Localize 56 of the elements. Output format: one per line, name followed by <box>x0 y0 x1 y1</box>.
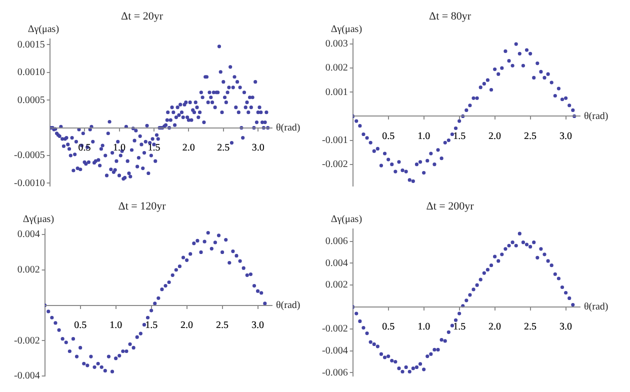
x-tick-label: 1.0 <box>418 322 430 333</box>
y-axis-title: Δγ(μas) <box>330 214 362 225</box>
y-tick-label: -0.001 <box>322 134 348 146</box>
x-tick-label: 1.5 <box>453 130 466 142</box>
chart-title: Δt = 120yr <box>118 200 166 212</box>
chart-title: Δt = 20yr <box>121 10 164 22</box>
x-axis-title: θ(rad) <box>584 110 608 122</box>
y-tick-label: 0.004 <box>17 229 40 240</box>
x-tick-label: 3.0 <box>252 320 264 331</box>
y-tick-label: 0.002 <box>325 280 348 291</box>
x-tick-label: 0.5 <box>382 130 395 142</box>
x-tick-label: 2.0 <box>488 322 502 333</box>
y-tick-label: -0.004 <box>322 345 348 356</box>
x-tick-label: 1.5 <box>148 142 160 154</box>
x-tick-label: 2.0 <box>488 130 502 142</box>
y-tick-label: 0.002 <box>17 264 40 276</box>
y-tick-label: 0.006 <box>325 236 348 247</box>
y-tick-label: 0.0010 <box>17 67 45 78</box>
x-tick-label: 1.5 <box>145 320 158 331</box>
x-tick-label: 1.5 <box>453 322 466 333</box>
x-tick-label: 1.0 <box>418 130 430 142</box>
y-tick-label: -0.004 <box>14 370 40 382</box>
y-axis-title: Δγ(μas) <box>22 214 54 225</box>
y-tick-label: 0.0015 <box>17 39 45 50</box>
x-tick-label: 0.5 <box>382 322 395 333</box>
x-tick-label: 3.0 <box>252 142 264 154</box>
y-tick-label: 0.0005 <box>17 94 45 106</box>
y-tick-label: 0.003 <box>325 38 348 50</box>
x-tick-label: 1.0 <box>110 320 122 331</box>
y-tick-label: -0.0010 <box>14 178 45 189</box>
y-axis-title: Δγ(μas) <box>28 24 60 35</box>
chart-title: Δt = 80yr <box>429 10 472 22</box>
x-tick-label: 2.0 <box>182 142 195 154</box>
x-tick-label: 2.5 <box>524 322 537 333</box>
y-tick-label: -0.002 <box>322 158 348 170</box>
x-tick-label: 2.0 <box>180 320 194 331</box>
x-tick-label: 0.5 <box>74 320 87 331</box>
y-axis-title: Δγ(μas) <box>330 24 362 35</box>
x-axis-title: θ(rad) <box>276 300 300 311</box>
y-tick-label: 0.004 <box>325 258 348 269</box>
x-axis-title: θ(rad) <box>276 122 300 134</box>
y-tick-label: -0.0005 <box>14 150 45 162</box>
x-tick-label: 2.5 <box>217 142 230 154</box>
x-tick-label: 2.5 <box>524 130 537 142</box>
x-tick-label: 3.0 <box>560 130 572 142</box>
y-tick-label: -0.002 <box>14 335 40 346</box>
y-tick-label: -0.006 <box>322 367 348 378</box>
x-axis-title: θ(rad) <box>584 302 608 313</box>
y-tick-label: 0.001 <box>325 86 348 98</box>
chart-title: Δt = 200yr <box>426 200 474 212</box>
y-tick-label: 0.002 <box>325 62 348 74</box>
x-tick-label: 0.5 <box>78 142 91 154</box>
x-tick-label: 2.5 <box>216 320 229 331</box>
y-tick-label: -0.002 <box>322 324 348 335</box>
x-tick-label: 1.0 <box>113 142 126 154</box>
x-tick-label: 3.0 <box>560 322 572 333</box>
